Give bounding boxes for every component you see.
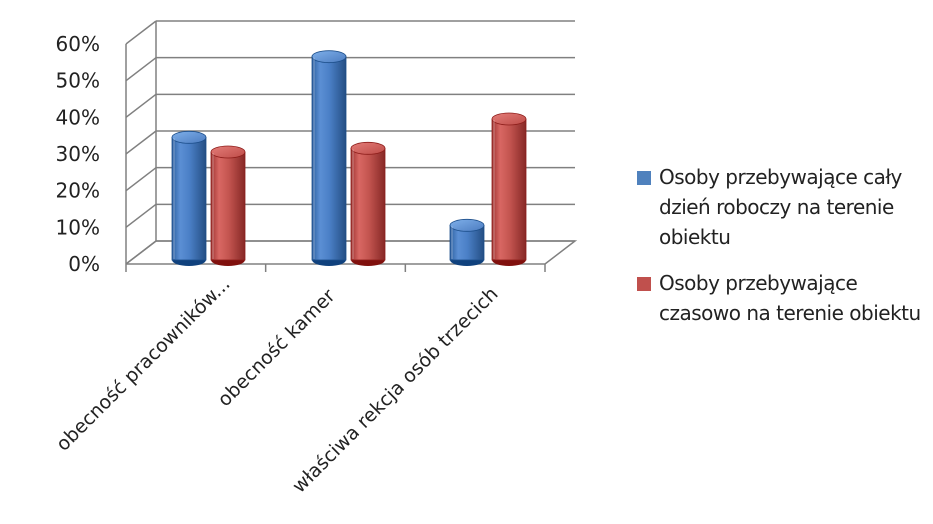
legend-item-full-day: Osoby przebywające cały dzień roboczy na… bbox=[637, 162, 933, 252]
bar-body bbox=[171, 136, 207, 261]
bar-top bbox=[449, 218, 485, 232]
y-tick-label: 20% bbox=[56, 179, 100, 203]
y-tick-label: 10% bbox=[56, 215, 100, 239]
gridline-side bbox=[125, 130, 157, 155]
gridline-side bbox=[125, 203, 157, 228]
legend-swatch-full-day bbox=[637, 171, 651, 185]
gridline-side bbox=[125, 167, 157, 192]
legend-label-temporary: Osoby przebywające czasowo na terenie ob… bbox=[659, 271, 921, 325]
y-tick-label: 50% bbox=[56, 69, 100, 93]
bar-body bbox=[491, 118, 527, 261]
bar-top bbox=[491, 112, 527, 126]
gridline-side bbox=[125, 57, 157, 82]
gridline-side bbox=[125, 93, 157, 118]
legend-item-temporary: Osoby przebywające czasowo na terenie ob… bbox=[637, 268, 933, 328]
bar-temporary-1 bbox=[210, 145, 246, 266]
x-tick-label: obecność kamer bbox=[214, 285, 340, 411]
bar-full-day-1 bbox=[171, 130, 207, 266]
chart-legend: Osoby przebywające cały dzień roboczy na… bbox=[637, 162, 933, 344]
y-tick-label: 30% bbox=[56, 142, 100, 166]
legend-swatch-temporary bbox=[637, 277, 651, 291]
bar-top bbox=[171, 130, 207, 144]
bar-top bbox=[350, 141, 386, 155]
bar-top bbox=[311, 50, 347, 64]
bar-full-day-3 bbox=[449, 218, 485, 266]
chart-bars bbox=[171, 50, 527, 266]
bar-full-day-2 bbox=[311, 50, 347, 266]
bar-temporary-2 bbox=[350, 141, 386, 266]
y-tick-label: 40% bbox=[56, 105, 100, 129]
x-tick-label: obecność pracowników... bbox=[52, 273, 235, 456]
bar-top bbox=[210, 145, 246, 159]
bar-body bbox=[350, 147, 386, 261]
y-tick-label: 0% bbox=[68, 252, 100, 276]
bar-temporary-3 bbox=[491, 112, 527, 266]
legend-label-full-day: Osoby przebywające cały dzień roboczy na… bbox=[659, 165, 902, 249]
chart-axes bbox=[125, 21, 578, 272]
bar-body bbox=[311, 56, 347, 261]
y-tick-label: 60% bbox=[56, 32, 100, 56]
gridline-side bbox=[125, 20, 157, 45]
bar-body bbox=[210, 151, 246, 261]
